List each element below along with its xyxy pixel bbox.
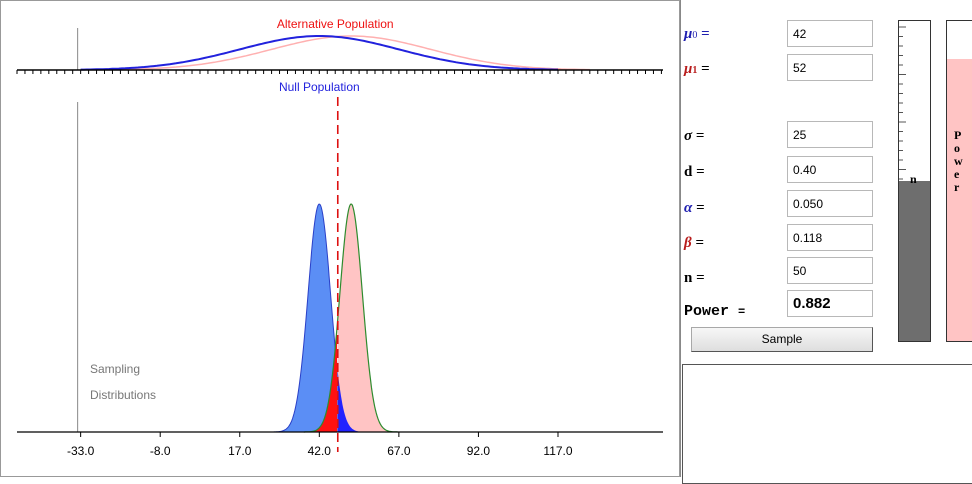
null-population-title: Null Population [279,80,360,94]
beta-label: β = [684,235,704,252]
n-meter: n [898,20,931,342]
mu0-label: μ0 = [684,26,710,43]
mu0-equals: = [701,26,710,42]
x-axis-tick-label: 42.0 [308,444,332,458]
power-label: Power = [684,303,745,320]
n-input[interactable]: 50 [787,257,873,284]
alpha-input[interactable]: 0.050 [787,190,873,217]
null-population-curve [80,35,558,71]
beta-input[interactable]: 0.118 [787,224,873,251]
n-label: n = [684,270,705,287]
power-word: Power [684,303,730,320]
mu1-equals: = [701,61,710,77]
sample-output-box [682,364,972,484]
alternative-sampling-distribution [337,204,396,432]
mu1-subscript: 1 [692,65,698,76]
n-meter-fill [899,181,930,341]
power-meter-fill [947,58,972,341]
sampling-caption-line2: Distributions [90,388,156,402]
sampling-caption-line1: Sampling [90,362,140,376]
alternative-sampling-outline [303,203,398,433]
mu0-input[interactable]: 42 [787,20,873,47]
mu0-symbol: μ [684,26,693,42]
mu0-subscript: 0 [692,30,698,41]
x-axis-tick-label: 67.0 [387,444,411,458]
alpha-symbol: α [684,200,693,216]
sample-button[interactable]: Sample [691,327,873,352]
x-axis-tick-label: -8.0 [150,444,171,458]
mu1-symbol: μ [684,61,693,77]
alpha-region [337,372,364,432]
sigma-label: σ = [684,128,704,145]
alpha-label: α = [684,200,705,217]
x-axis-tick-label: 92.0 [467,444,491,458]
power-plot: Alternative Population Null Population -33… [0,0,680,477]
sigma-symbol: σ [684,128,693,144]
beta-region [306,327,338,432]
n-meter-caption: n [910,172,917,186]
beta-equals: = [695,235,704,251]
d-label: d = [684,164,705,181]
alternative-population-curve [112,35,590,71]
sigma-input[interactable]: 25 [787,121,873,148]
d-symbol: d [684,164,693,180]
alternative-population-title: Alternative Population [277,17,394,31]
d-input[interactable]: 0.40 [787,156,873,183]
d-equals: = [696,164,705,180]
power-input[interactable]: 0.882 [787,290,873,317]
sigma-equals: = [695,128,705,144]
beta-symbol: β [684,235,692,251]
power-equals: = [738,305,746,319]
n-equals: = [696,270,705,286]
x-axis-tick-label: -33.0 [67,444,95,458]
panel-divider [680,0,681,477]
mu1-input[interactable]: 52 [787,54,873,81]
x-axis-tick-label: 117.0 [543,444,572,458]
x-axis-tick-label: 17.0 [228,444,252,458]
alpha-equals: = [696,200,705,216]
n-symbol: n [684,270,693,286]
mu1-label: μ1 = [684,61,710,78]
null-sampling-distribution [273,203,338,433]
